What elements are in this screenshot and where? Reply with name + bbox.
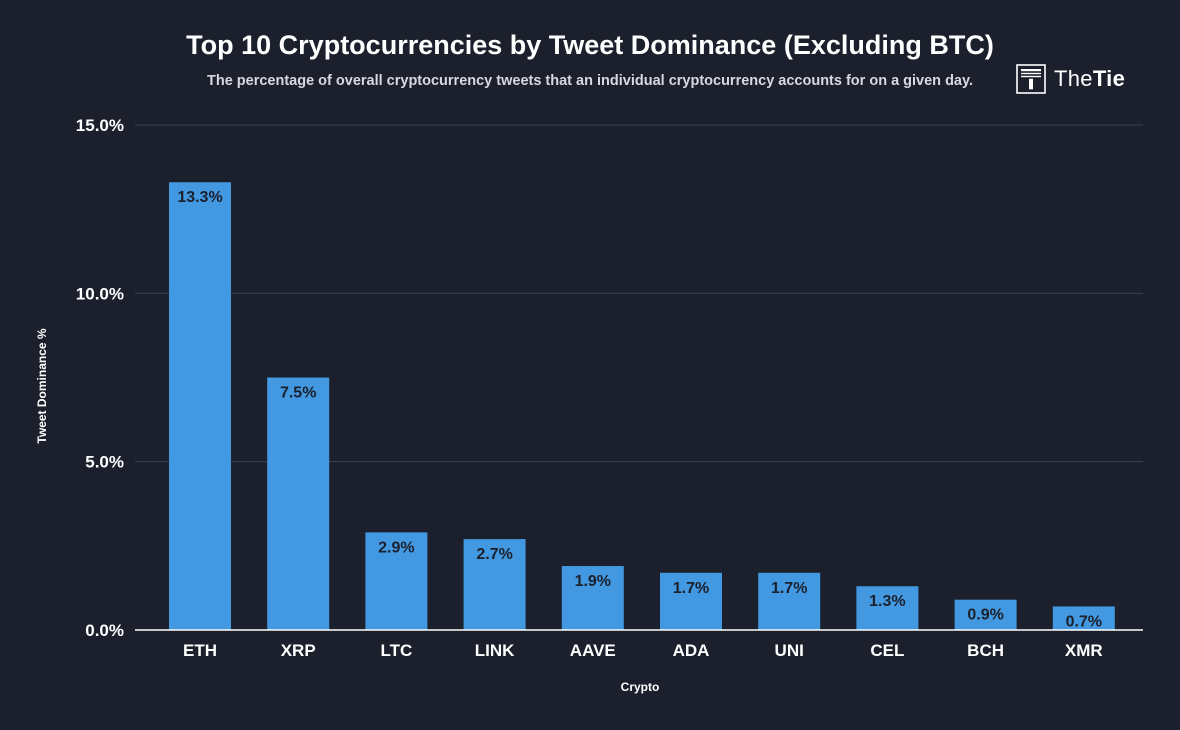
data-label: 1.7% <box>673 580 709 597</box>
data-label: 1.9% <box>575 573 611 590</box>
x-tick-label: CEL <box>870 641 904 660</box>
logo-text-the: The <box>1054 66 1093 91</box>
thetie-logo-text: TheTie <box>1054 66 1125 92</box>
data-label: 0.9% <box>967 607 1003 624</box>
x-tick-label: XMR <box>1065 641 1103 660</box>
data-label: 2.9% <box>378 539 414 556</box>
bar-xmr <box>1052 606 1115 630</box>
data-label: 2.7% <box>476 546 512 563</box>
y-tick-label: 10.0% <box>76 284 124 303</box>
bar-aave <box>561 566 624 630</box>
bar-uni <box>758 572 821 630</box>
data-label: 1.3% <box>869 593 905 610</box>
x-tick-label: ETH <box>183 641 217 660</box>
bar-xrp <box>267 377 330 630</box>
chart-title: Top 10 Cryptocurrencies by Tweet Dominan… <box>186 30 994 60</box>
data-label: 1.7% <box>771 580 807 597</box>
x-tick-label: LINK <box>475 641 515 660</box>
x-tick-label: AAVE <box>570 641 616 660</box>
x-tick-label: UNI <box>775 641 804 660</box>
y-axis-label: Tweet Dominance % <box>35 328 49 444</box>
bar-eth <box>169 182 231 630</box>
thetie-logo: TheTie <box>1016 63 1125 95</box>
x-tick-label: ADA <box>673 641 710 660</box>
x-tick-label: LTC <box>381 641 413 660</box>
logo-text-tie: Tie <box>1092 66 1126 91</box>
x-tick-label: XRP <box>281 641 316 660</box>
x-axis-label: Crypto <box>620 680 660 694</box>
bar-link <box>463 539 526 630</box>
y-tick-label: 0.0% <box>85 621 124 640</box>
y-tick-label: 15.0% <box>76 116 124 135</box>
chart-subtitle: The percentage of overall cryptocurrency… <box>206 73 974 89</box>
x-tick-label: BCH <box>967 641 1004 660</box>
y-tick-label: 5.0% <box>85 453 124 472</box>
bar-bch <box>954 599 1017 630</box>
thetie-logo-icon <box>1016 64 1046 94</box>
data-label: 7.5% <box>280 385 316 402</box>
data-label: 13.3% <box>177 189 222 206</box>
bar-ltc <box>365 532 428 630</box>
bar-ada <box>660 572 722 630</box>
data-label: 0.7% <box>1066 613 1102 630</box>
bar-cel <box>856 586 919 630</box>
